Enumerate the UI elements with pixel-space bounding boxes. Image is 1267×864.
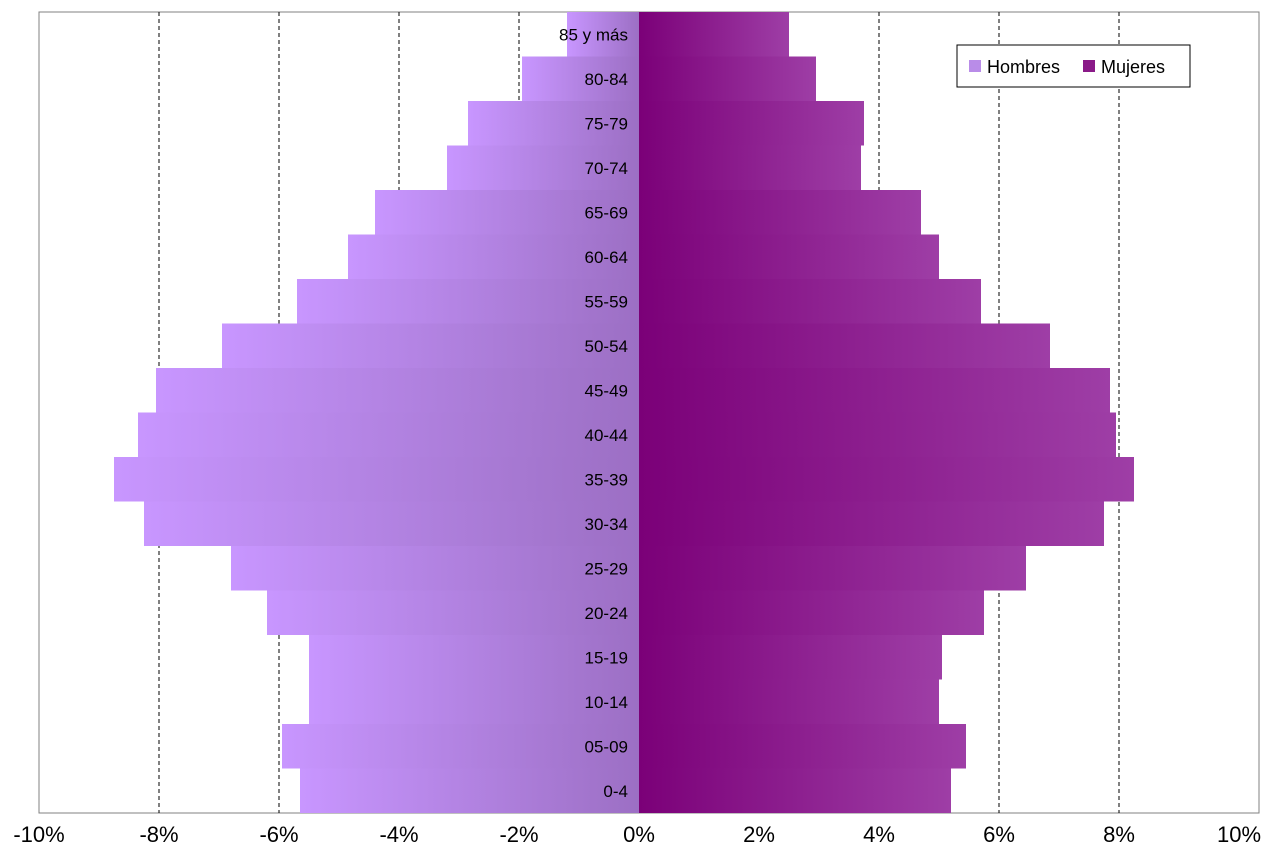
bar-mujeres (639, 412, 1116, 457)
x-tick-label: -2% (499, 822, 538, 847)
category-label: 60-64 (585, 248, 628, 267)
bar-mujeres (639, 190, 921, 235)
bar-mujeres (639, 145, 861, 190)
bar-mujeres (639, 234, 939, 279)
x-tick-labels: -10% -8% -6% -4% -2% 0% 2% 4% 6% 8% 10% (13, 822, 1261, 847)
bar-mujeres (639, 590, 984, 635)
bar-mujeres (639, 501, 1104, 546)
bar-hombres (375, 190, 639, 235)
category-label: 85 y más (559, 25, 628, 44)
bar-mujeres (639, 635, 942, 680)
category-label: 40-44 (585, 426, 628, 445)
bar-hombres (144, 501, 639, 546)
bar-hombres (348, 234, 639, 279)
bar-hombres (522, 56, 639, 101)
x-tick-label: 0% (623, 822, 655, 847)
bar-hombres (309, 679, 639, 724)
x-tick-label: -4% (379, 822, 418, 847)
bar-mujeres (639, 724, 966, 769)
bar-hombres (297, 279, 639, 324)
x-tick-label: -10% (13, 822, 64, 847)
x-tick-label: 4% (863, 822, 895, 847)
category-label: 25-29 (585, 559, 628, 578)
legend-swatch-mujeres (1083, 60, 1095, 72)
category-label: 75-79 (585, 114, 628, 133)
bar-mujeres (639, 679, 939, 724)
legend-label-mujeres: Mujeres (1101, 57, 1165, 77)
bar-hombres (300, 768, 639, 813)
category-label: 35-39 (585, 470, 628, 489)
legend-label-hombres: Hombres (987, 57, 1060, 77)
bar-hombres (282, 724, 639, 769)
category-label: 70-74 (585, 159, 628, 178)
category-label: 80-84 (585, 70, 628, 89)
bar-hombres (567, 12, 639, 57)
category-label: 20-24 (585, 604, 628, 623)
category-labels: 0-4 05-09 10-14 15-19 20-24 25-29 30-34 35-39 40… (559, 25, 628, 801)
bar-mujeres (639, 768, 951, 813)
x-tick-label: -8% (139, 822, 178, 847)
bar-mujeres (639, 457, 1134, 502)
x-tick-label: -6% (259, 822, 298, 847)
category-label: 30-34 (585, 515, 628, 534)
category-label: 15-19 (585, 648, 628, 667)
bar-hombres (138, 412, 639, 457)
bar-mujeres (639, 56, 816, 101)
bar-mujeres (639, 368, 1110, 413)
bar-mujeres (639, 546, 1026, 591)
bar-hombres (309, 635, 639, 680)
category-label: 65-69 (585, 203, 628, 222)
bar-mujeres (639, 323, 1050, 368)
category-label: 50-54 (585, 337, 628, 356)
category-label: 45-49 (585, 381, 628, 400)
bar-hombres (222, 323, 639, 368)
bar-mujeres (639, 101, 864, 146)
bar-hombres (114, 457, 639, 502)
legend-box (956, 44, 1191, 88)
x-tick-label: 8% (1103, 822, 1135, 847)
bar-mujeres (639, 12, 789, 57)
x-tick-label: 6% (983, 822, 1015, 847)
bar-hombres (156, 368, 639, 413)
category-label: 10-14 (585, 693, 628, 712)
bar-hombres (267, 590, 639, 635)
bar-mujeres (639, 279, 981, 324)
bar-hombres (468, 101, 639, 146)
category-label: 0-4 (603, 782, 628, 801)
x-tick-label: 2% (743, 822, 775, 847)
category-label: 55-59 (585, 292, 628, 311)
category-label: 05-09 (585, 737, 628, 756)
x-tick-label: 10% (1217, 822, 1261, 847)
bars (114, 12, 1134, 813)
legend: Hombres Mujeres (956, 44, 1191, 88)
bar-hombres (231, 546, 639, 591)
bar-hombres (447, 145, 639, 190)
legend-swatch-hombres (969, 60, 981, 72)
